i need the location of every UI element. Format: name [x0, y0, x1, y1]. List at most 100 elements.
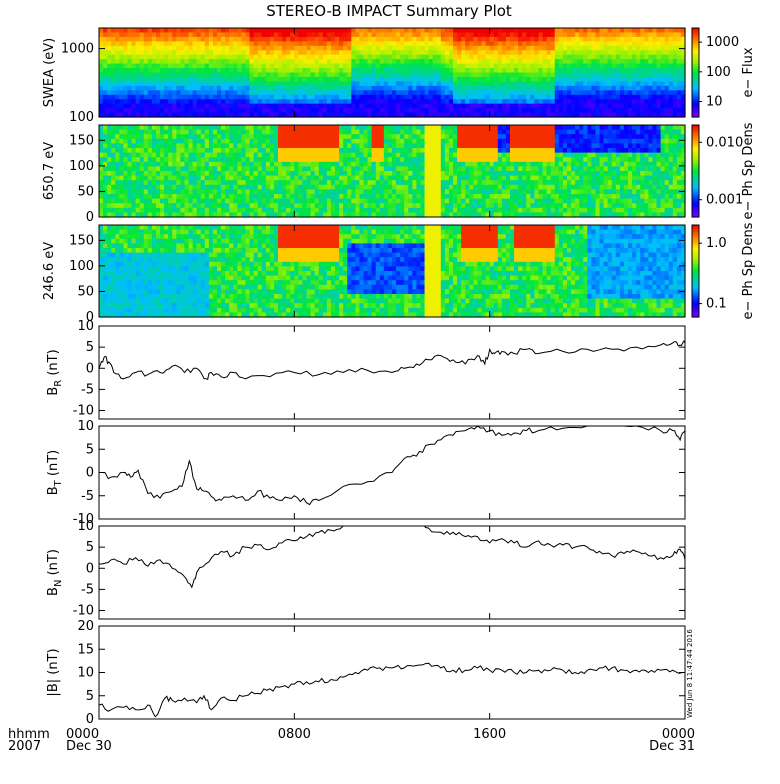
swea-cell — [616, 64, 621, 69]
pad650-cell — [290, 176, 295, 181]
swea-cell — [160, 99, 165, 104]
swea-cell — [254, 95, 259, 100]
swea-cell — [180, 41, 185, 46]
swea-cell — [530, 55, 535, 60]
swea-cell — [445, 28, 450, 33]
swea-cell — [164, 41, 169, 46]
swea-cell — [168, 41, 173, 46]
pad650-cell — [241, 199, 246, 204]
pad650-cell — [298, 139, 303, 144]
pad650-cell — [408, 171, 413, 176]
swea-cell — [563, 73, 568, 78]
pad650-cell — [441, 125, 446, 130]
swea-cell — [559, 28, 564, 33]
swea-cell — [282, 41, 287, 46]
swea-cell — [189, 50, 194, 55]
pad650-cell — [115, 134, 120, 139]
swea-cell — [176, 108, 181, 113]
swea-cell — [595, 86, 600, 91]
pad650-cell — [433, 199, 438, 204]
swea-cell — [420, 41, 425, 46]
pad650-cell — [233, 134, 238, 139]
swea-cell — [132, 81, 137, 86]
pad650-cell — [461, 157, 466, 162]
pad650-cell — [168, 130, 173, 135]
swea-cell — [221, 41, 226, 46]
pad650-cell — [307, 157, 312, 162]
pad650-cell — [180, 162, 185, 167]
swea-cell — [335, 37, 340, 42]
swea-cell — [225, 32, 230, 37]
pad650-cell — [286, 203, 291, 208]
swea-cell — [530, 77, 535, 82]
swea-cell — [372, 68, 377, 73]
swea-cell — [274, 37, 279, 42]
swea-cell — [254, 50, 259, 55]
swea-cell — [429, 86, 434, 91]
pad650-cell — [213, 180, 218, 185]
pad650-cell — [343, 143, 348, 148]
swea-cell — [640, 64, 645, 69]
swea-cell — [559, 90, 564, 95]
pad650-cell — [323, 130, 328, 135]
swea-cell — [364, 32, 369, 37]
swea-cell — [571, 95, 576, 100]
swea-cell — [302, 55, 307, 60]
swea-cell — [526, 68, 531, 73]
swea-cell — [453, 59, 458, 64]
swea-cell — [250, 28, 255, 33]
swea-cell — [494, 32, 499, 37]
swea-cell — [201, 46, 206, 51]
swea-cell — [575, 50, 580, 55]
swea-cell — [595, 28, 600, 33]
pad650-cell — [311, 208, 316, 213]
swea-cell — [302, 95, 307, 100]
pad650-cell — [278, 185, 283, 190]
swea-cell — [608, 95, 613, 100]
pad650-cell — [278, 153, 283, 158]
swea-cell — [657, 108, 662, 113]
pad650-cell — [323, 185, 328, 190]
pad650-cell — [237, 153, 242, 158]
pad650-cell — [201, 180, 206, 185]
pad650-cell — [274, 125, 279, 130]
pad650-cell — [359, 203, 364, 208]
pad650-cell — [437, 139, 442, 144]
pad650-cell — [465, 194, 470, 199]
pad650-cell — [486, 194, 491, 199]
swea-cell — [103, 50, 108, 55]
swea-cell — [612, 59, 617, 64]
swea-cell — [359, 28, 364, 33]
swea-cell — [636, 99, 641, 104]
pad650-cell — [127, 208, 132, 213]
swea-cell — [490, 73, 495, 78]
pad650-cell — [457, 157, 462, 162]
swea-cell — [469, 59, 474, 64]
swea-cell — [351, 46, 356, 51]
swea-cell — [156, 68, 161, 73]
pad650-cell — [140, 199, 145, 204]
swea-cell — [477, 68, 482, 73]
pad650-cell — [392, 208, 397, 213]
pad650-cell — [351, 176, 356, 181]
swea-cell — [644, 59, 649, 64]
swea-cell — [644, 46, 649, 51]
swea-cell — [115, 108, 120, 113]
pad650-cell — [189, 208, 194, 213]
swea-cell — [624, 68, 629, 73]
pad650-cell — [323, 203, 328, 208]
swea-cell — [172, 46, 177, 51]
swea-cell — [343, 108, 348, 113]
swea-cell — [669, 104, 674, 109]
swea-cell — [103, 77, 108, 82]
swea-cell — [543, 46, 548, 51]
pad650-cell — [99, 153, 104, 158]
pad650-cell — [290, 166, 295, 171]
swea-cell — [608, 108, 613, 113]
pad650-cell — [425, 130, 430, 135]
swea-cell — [657, 68, 662, 73]
swea-cell — [132, 77, 137, 82]
pad650-cell — [364, 189, 369, 194]
swea-cell — [457, 28, 462, 33]
swea-cell — [465, 73, 470, 78]
